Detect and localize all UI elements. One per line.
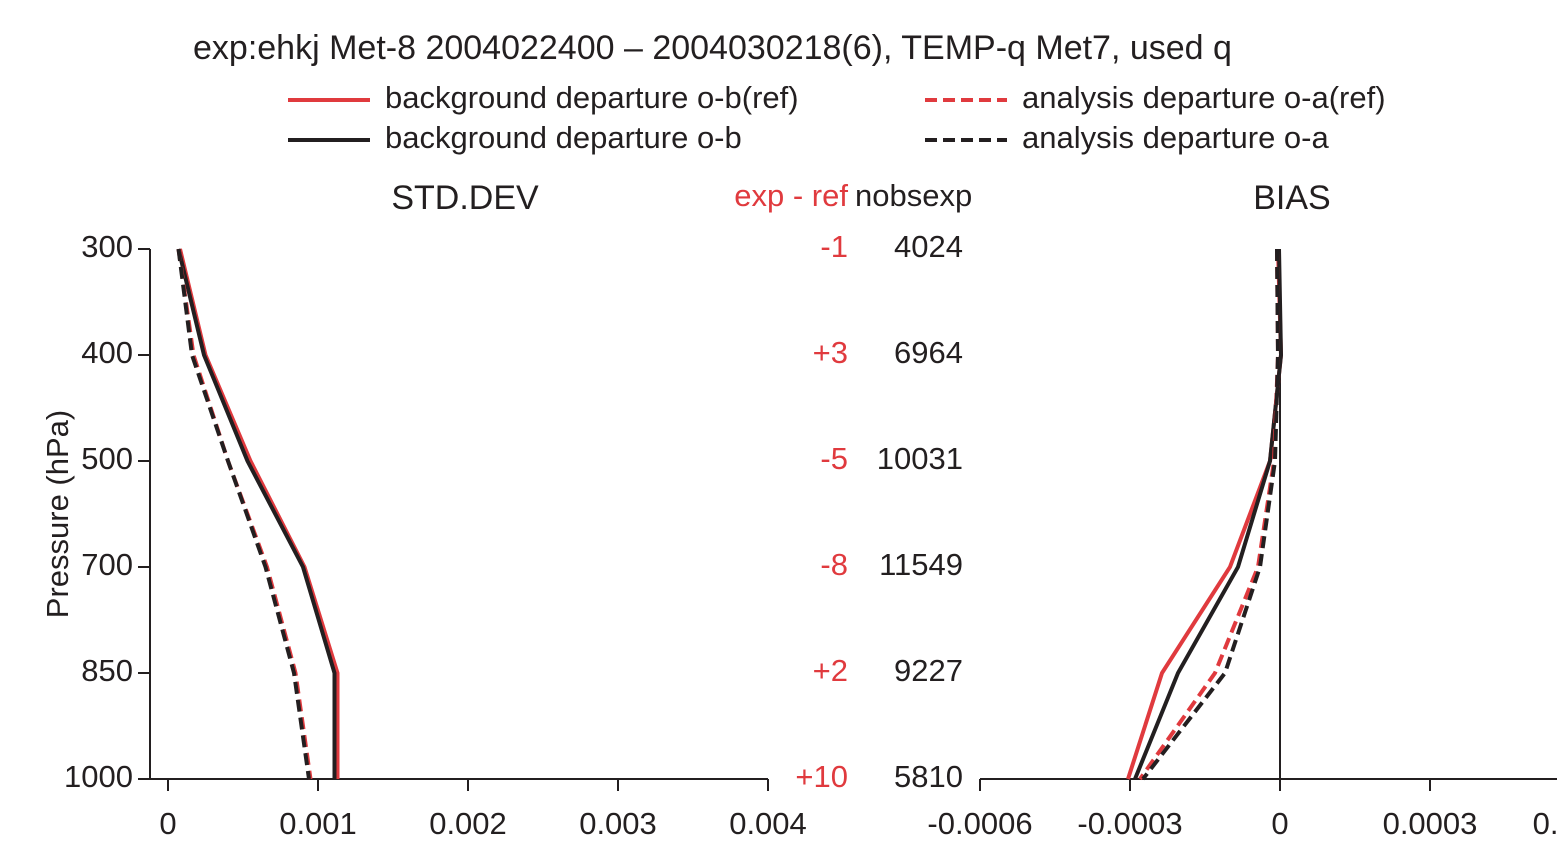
series-line — [176, 248, 337, 779]
legend-label: analysis departure o-a(ref) — [1022, 80, 1386, 115]
y-tick-label: 300 — [81, 229, 133, 264]
nobs-value: 6964 — [894, 335, 963, 370]
exp-ref-value: +2 — [813, 653, 848, 688]
nobs-value: 10031 — [877, 441, 963, 476]
series-line — [1126, 248, 1284, 780]
series-line — [1138, 248, 1281, 781]
exp-ref-value: -8 — [820, 547, 848, 582]
x-tick-label: 0 — [1271, 806, 1288, 841]
panel-title: BIAS — [1253, 179, 1330, 217]
y-tick-label: 850 — [81, 653, 133, 688]
series-line — [178, 248, 340, 779]
y-tick-label: 700 — [81, 547, 133, 582]
exp-ref-value: -5 — [820, 441, 848, 476]
exp-ref-value: +3 — [813, 335, 848, 370]
nobs-value: 9227 — [894, 653, 963, 688]
series-line — [1141, 248, 1281, 781]
x-tick-label: 0.003 — [579, 806, 657, 841]
series-line — [1133, 248, 1284, 780]
x-tick-label: 0 — [159, 806, 176, 841]
legend-label: analysis departure o-a — [1022, 120, 1329, 155]
nobs-value: 5810 — [894, 759, 963, 794]
x-tick-label: 0.0006 — [1533, 806, 1557, 841]
table-header: nobsexp — [855, 178, 972, 213]
chart-title: exp:ehkj Met-8 2004022400 – 2004030218(6… — [193, 29, 1232, 67]
table-header: exp - ref — [734, 178, 848, 213]
legend-label: background departure o-b(ref) — [385, 80, 799, 115]
legend-label: background departure o-b — [385, 120, 742, 155]
x-tick-label: -0.0006 — [927, 806, 1032, 841]
y-axis-label: Pressure (hPa) — [40, 410, 75, 618]
y-tick-label: 500 — [81, 441, 133, 476]
panel-title: STD.DEV — [391, 179, 539, 217]
exp-ref-value: +10 — [795, 759, 848, 794]
x-tick-label: 0.001 — [279, 806, 357, 841]
series-line — [176, 248, 311, 780]
nobs-value: 11549 — [879, 547, 963, 582]
x-tick-label: 0.0003 — [1383, 806, 1478, 841]
exp-ref-value: -1 — [820, 229, 848, 264]
y-tick-label: 1000 — [64, 759, 133, 794]
x-tick-label: -0.0003 — [1077, 806, 1182, 841]
y-tick-label: 400 — [81, 335, 133, 370]
nobs-value: 4024 — [894, 229, 963, 264]
x-tick-label: 0.002 — [429, 806, 507, 841]
x-tick-label: 0.004 — [729, 806, 807, 841]
